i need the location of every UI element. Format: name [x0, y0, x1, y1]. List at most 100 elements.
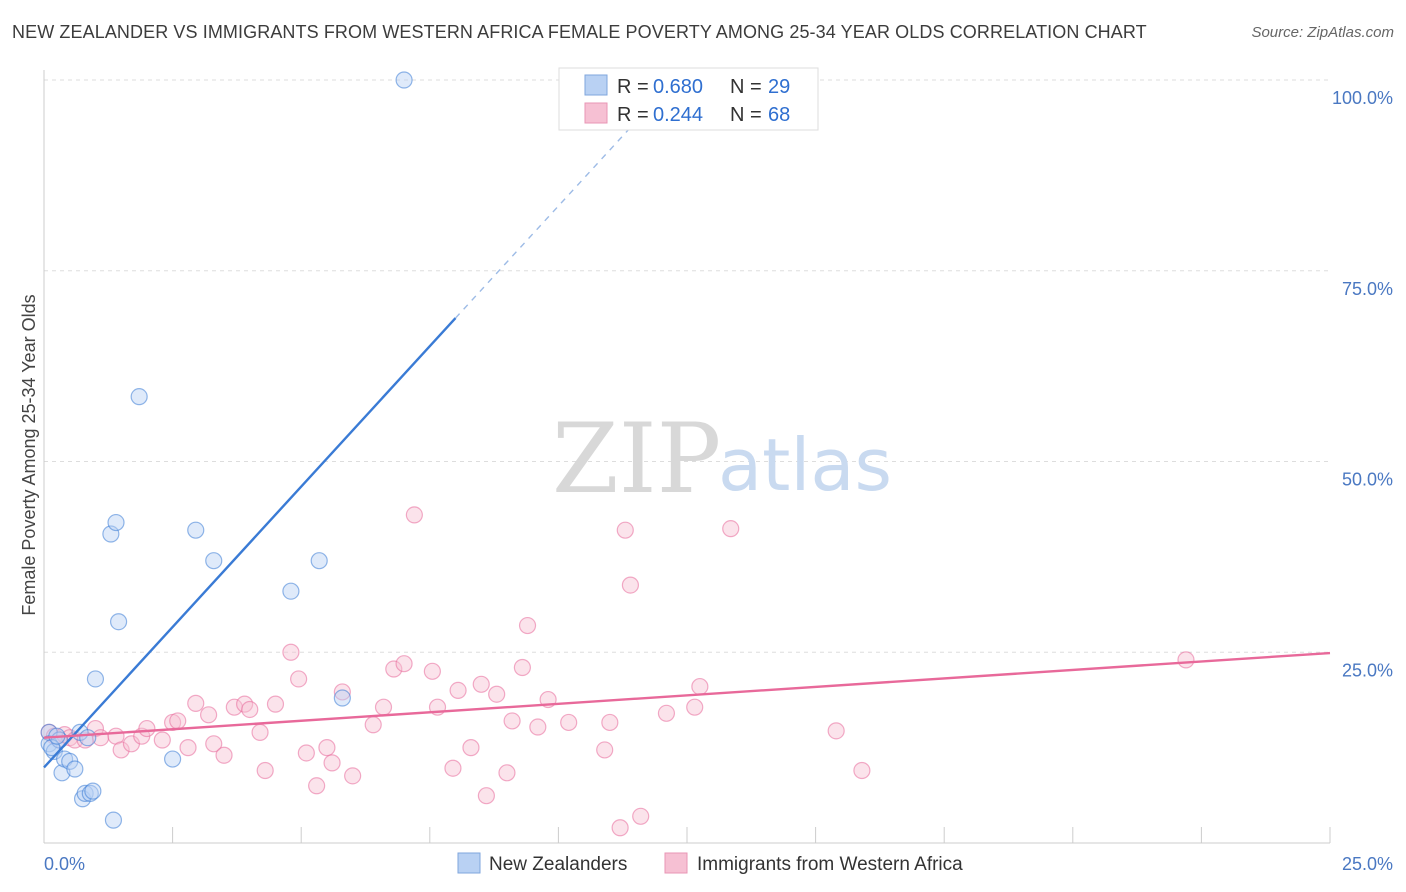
western-africa-point — [200, 706, 218, 724]
new-zealander-point — [310, 552, 328, 570]
new-zealander-point — [395, 71, 413, 89]
trend-lines — [43, 121, 1331, 769]
western-africa-point — [498, 764, 516, 782]
correlation-legend: R = 0.680 N = 29 R = 0.244 N = 68 — [558, 67, 819, 131]
chart-title: NEW ZEALANDER VS IMMIGRANTS FROM WESTERN… — [12, 22, 1147, 42]
new-zealander-point — [205, 552, 223, 570]
western-africa-point — [472, 675, 490, 693]
western-africa-point — [621, 576, 640, 594]
new-zealander-point — [333, 689, 351, 707]
new-zealander-point — [164, 750, 182, 768]
legend-swatch-blue — [584, 74, 608, 96]
western-africa-point — [344, 767, 362, 785]
x-tick-label-min: 0.0% — [44, 854, 85, 874]
y-tick-label-75: 75.0% — [1342, 279, 1393, 299]
y-tick-label-100: 100.0% — [1332, 88, 1393, 108]
western-africa-point — [241, 700, 259, 719]
legend2-r-value: 0.244 — [653, 104, 703, 126]
series-new-zealanders — [40, 71, 413, 829]
western-africa-point — [215, 746, 233, 764]
new-zealander-point — [107, 513, 125, 532]
x-tick-label-max: 25.0% — [1342, 854, 1393, 874]
axes — [43, 70, 1331, 844]
western-africa-point — [364, 716, 382, 734]
new-zealander-trend-extension — [455, 121, 637, 319]
legend2-n-label: N = — [730, 104, 762, 126]
y-tick-label-25: 25.0% — [1342, 660, 1393, 680]
western-africa-point — [462, 739, 480, 757]
western-africa-point — [297, 744, 315, 762]
western-africa-point — [112, 741, 130, 759]
western-africa-point — [323, 754, 341, 772]
western-africa-point — [503, 712, 521, 730]
western-africa-point — [374, 698, 393, 716]
new-zealander-point — [282, 582, 300, 600]
series-legend: New Zealanders Immigrants from Western A… — [457, 852, 963, 875]
western-africa-point — [691, 677, 709, 696]
western-africa-point — [405, 506, 423, 524]
western-africa-point — [169, 712, 187, 730]
western-africa-point — [601, 713, 619, 732]
source-label: Source: ZipAtlas.com — [1251, 24, 1394, 41]
western-africa-trend-line — [43, 651, 1331, 739]
y-tick-label-50: 50.0% — [1342, 470, 1393, 490]
new-zealander-point — [130, 388, 148, 406]
western-africa-point — [308, 777, 326, 795]
western-africa-point — [611, 819, 629, 837]
legend1-n-value: 29 — [768, 76, 790, 98]
y-tick-labels: 25.0% 50.0% 75.0% 100.0% — [1332, 88, 1393, 680]
western-africa-point — [518, 616, 537, 635]
western-africa-point — [256, 761, 274, 780]
western-africa-point — [560, 713, 578, 732]
new-zealander-point — [84, 782, 102, 800]
western-africa-point — [385, 660, 403, 678]
legend-swatch-pink — [584, 102, 608, 124]
bottom-legend-swatch-pink — [664, 852, 688, 874]
western-africa-point — [657, 704, 676, 722]
bottom-legend-immigrants: Immigrants from Western Africa — [697, 854, 963, 875]
western-africa-point — [251, 723, 269, 741]
new-zealander-point — [79, 729, 97, 747]
grid-lines — [44, 79, 1330, 653]
western-africa-point — [616, 521, 634, 539]
legend1-n-label: N = — [730, 76, 762, 98]
western-africa-point — [423, 662, 441, 680]
western-africa-point — [282, 643, 300, 661]
western-africa-point — [266, 695, 285, 713]
new-zealander-point — [187, 521, 205, 539]
western-africa-point — [187, 694, 205, 712]
western-africa-point — [513, 658, 531, 677]
western-africa-point — [290, 670, 308, 688]
legend2-r-label: R = — [617, 104, 649, 126]
western-africa-point — [318, 739, 336, 757]
western-africa-point — [138, 719, 156, 738]
western-africa-point — [686, 698, 704, 716]
new-zealander-point — [104, 811, 123, 829]
y-axis-label: Female Poverty Among 25-34 Year Olds — [19, 294, 39, 615]
western-africa-point — [853, 761, 871, 780]
western-africa-point — [596, 741, 614, 759]
western-africa-point — [477, 787, 495, 805]
western-africa-point — [529, 718, 547, 736]
legend2-n-value: 68 — [768, 104, 790, 126]
legend1-r-label: R = — [617, 76, 649, 98]
western-africa-point — [488, 685, 506, 703]
western-africa-point — [632, 807, 650, 825]
western-africa-point — [395, 655, 413, 673]
new-zealander-point — [109, 613, 128, 631]
western-africa-point — [179, 739, 197, 757]
bottom-legend-new-zealanders: New Zealanders — [489, 854, 627, 875]
new-zealander-point — [66, 760, 84, 778]
watermark-atlas: atlas — [718, 423, 892, 507]
new-zealander-point — [81, 784, 99, 803]
western-africa-point — [449, 681, 467, 700]
legend1-r-value: 0.680 — [653, 76, 703, 98]
western-africa-point — [153, 731, 171, 749]
bottom-legend-swatch-blue — [457, 852, 481, 874]
western-africa-point — [444, 759, 462, 777]
western-africa-point — [1177, 651, 1195, 669]
western-africa-point — [722, 520, 740, 538]
watermark-zip: ZIP — [552, 403, 721, 515]
new-zealander-point — [86, 670, 105, 688]
